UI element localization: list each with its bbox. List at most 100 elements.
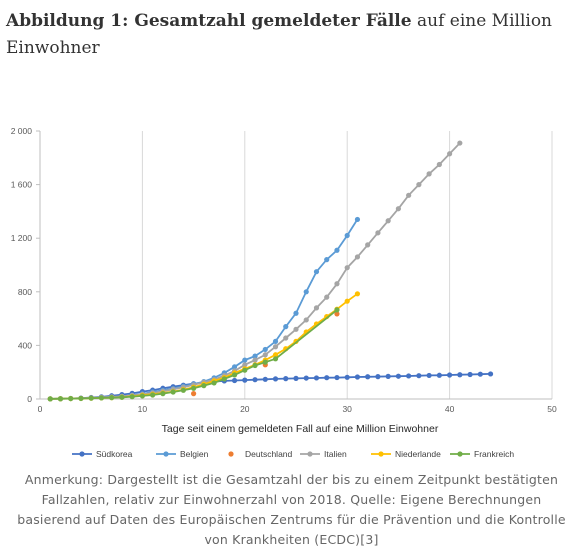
x-tick-label: 0 (38, 404, 43, 414)
data-point-s-dkorea (426, 372, 432, 379)
data-point-belgien (293, 310, 299, 316)
data-point-frankreich (68, 395, 74, 402)
data-point-italien (457, 140, 463, 146)
data-point-italien (365, 242, 371, 248)
data-point-s-dkorea (487, 371, 494, 377)
data-point-s-dkorea (283, 376, 289, 382)
data-point-s-dkorea (293, 375, 299, 381)
legend-marker-belgien (163, 451, 169, 457)
data-point-s-dkorea (231, 377, 238, 384)
data-point-italien (436, 161, 442, 168)
data-point-frankreich (139, 393, 145, 399)
data-point-belgien (313, 269, 320, 275)
legend-marker-italien (307, 451, 313, 457)
data-point-belgien (283, 324, 289, 330)
data-point-italien (242, 362, 248, 368)
y-tick-label: 800 (18, 287, 32, 297)
data-point-s-dkorea (324, 375, 330, 381)
figure-title-bold: Abbildung 1: Gesamtzahl gemeldeter Fälle (6, 11, 412, 31)
data-point-italien (375, 230, 381, 236)
data-point-frankreich (252, 362, 258, 369)
data-point-niederlande (344, 298, 350, 304)
figure-caption: Abbildung 1: Gesamtzahl gemeldeter Fälle… (6, 8, 576, 62)
data-point-s-dkorea (385, 373, 391, 379)
data-point-belgien (334, 247, 340, 253)
y-tick-label: 1 600 (11, 180, 33, 190)
data-point-italien (354, 254, 361, 260)
data-point-frankreich (231, 372, 238, 378)
data-point-s-dkorea (436, 372, 442, 378)
data-point-frankreich (98, 395, 105, 401)
data-point-belgien (242, 357, 248, 363)
legend-label-frankreich: Frankreich (474, 449, 514, 459)
data-point-italien (344, 265, 350, 271)
data-point-s-dkorea (242, 377, 248, 383)
data-point-s-dkorea (303, 375, 309, 381)
data-point-frankreich (334, 307, 340, 313)
data-point-frankreich (150, 392, 156, 398)
data-point-italien (385, 218, 391, 224)
y-tick-label: 400 (18, 340, 32, 350)
data-point-s-dkorea (365, 374, 371, 380)
data-point-italien (262, 352, 268, 358)
data-point-belgien (272, 338, 279, 344)
data-point-deutschland (334, 311, 340, 317)
data-point-s-dkorea (467, 371, 473, 378)
data-point-italien (426, 171, 432, 177)
data-point-s-dkorea (395, 373, 401, 379)
data-point-italien (395, 206, 401, 212)
x-tick-label: 50 (547, 404, 557, 414)
data-point-frankreich (211, 380, 217, 386)
data-point-frankreich (180, 387, 186, 393)
data-point-s-dkorea (447, 372, 453, 378)
data-point-frankreich (78, 395, 84, 402)
data-point-niederlande (354, 291, 361, 297)
data-point-frankreich (262, 359, 268, 365)
legend-label-s-dkorea: Südkorea (96, 449, 133, 459)
data-point-niederlande (272, 352, 279, 358)
data-point-s-dkorea (313, 375, 320, 381)
line-chart: 0 400 800 1 200 1 600 2 000 0 10 20 30 40 50 Tage se… (11, 126, 557, 459)
y-tick-label: 1 200 (11, 233, 33, 243)
data-point-s-dkorea (416, 373, 422, 379)
data-point-italien (303, 317, 309, 323)
data-point-italien (252, 357, 258, 363)
data-point-belgien (252, 353, 258, 359)
data-point-frankreich (221, 376, 227, 382)
data-point-s-dkorea (375, 374, 381, 380)
data-point-italien (334, 281, 340, 287)
data-point-s-dkorea (334, 374, 340, 381)
data-point-belgien (231, 364, 238, 370)
data-point-s-dkorea (457, 372, 463, 378)
data-point-belgien (354, 216, 361, 223)
legend-marker-deutschland (228, 451, 234, 457)
data-point-frankreich (160, 391, 166, 397)
data-point-frankreich (88, 395, 94, 401)
data-point-italien (406, 192, 412, 198)
data-point-italien (272, 344, 279, 350)
data-point-italien (313, 305, 320, 311)
data-point-belgien (344, 232, 350, 239)
data-point-frankreich (272, 356, 279, 362)
data-point-frankreich (109, 395, 115, 401)
data-point-belgien (262, 346, 268, 353)
data-point-s-dkorea (252, 377, 258, 383)
data-point-belgien (303, 289, 309, 295)
data-point-frankreich (170, 389, 176, 395)
x-tick-label: 40 (445, 404, 455, 414)
data-point-s-dkorea (354, 374, 361, 380)
data-point-belgien (324, 257, 330, 263)
legend-label-deutschland: Deutschland (245, 449, 293, 459)
data-point-frankreich (57, 396, 64, 402)
data-point-italien (293, 326, 299, 332)
data-point-frankreich (191, 385, 197, 391)
figure-title-rest: auf eine Million Einwohner (6, 11, 553, 58)
data-point-frankreich (242, 367, 248, 373)
figure-note: Anmerkung: Dargestellt ist die Gesamtzah… (17, 472, 566, 547)
x-tick-label: 30 (342, 404, 352, 414)
data-point-s-dkorea (272, 376, 279, 382)
data-point-italien (416, 182, 422, 188)
data-point-frankreich (119, 394, 125, 400)
data-point-s-dkorea (406, 373, 412, 379)
data-point-frankreich (129, 394, 135, 400)
